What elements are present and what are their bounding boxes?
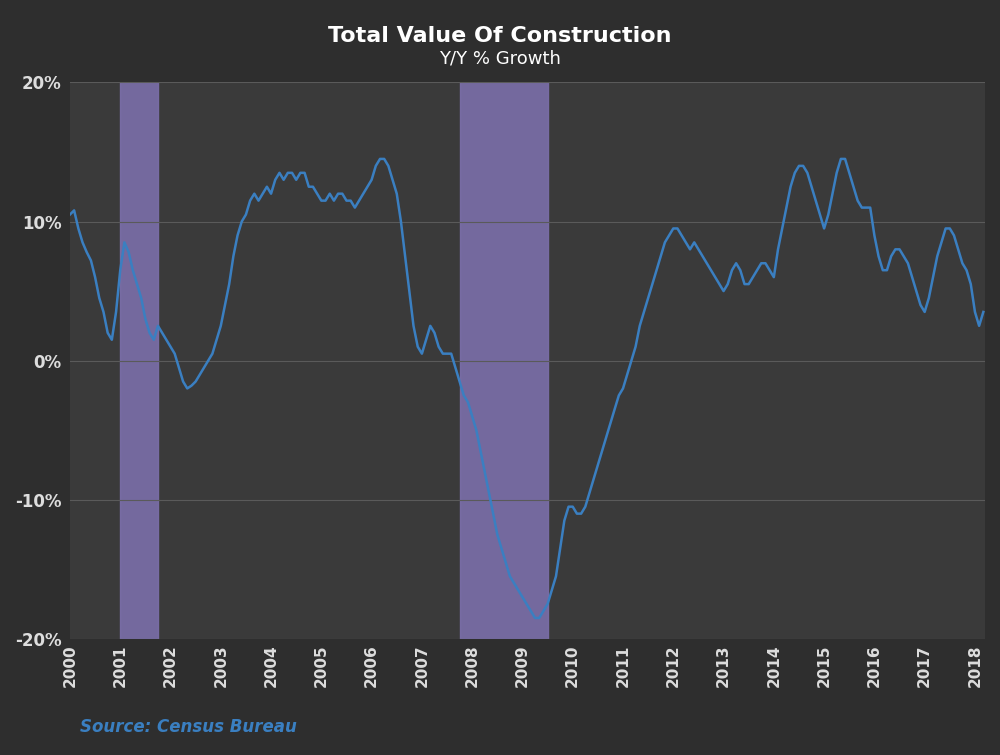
Text: Source: Census Bureau: Source: Census Bureau [80, 718, 297, 736]
Bar [460, 82, 548, 639]
Bar [120, 82, 158, 639]
Text: Total Value Of Construction: Total Value Of Construction [328, 26, 672, 46]
Text: Y/Y % Growth: Y/Y % Growth [439, 49, 561, 67]
